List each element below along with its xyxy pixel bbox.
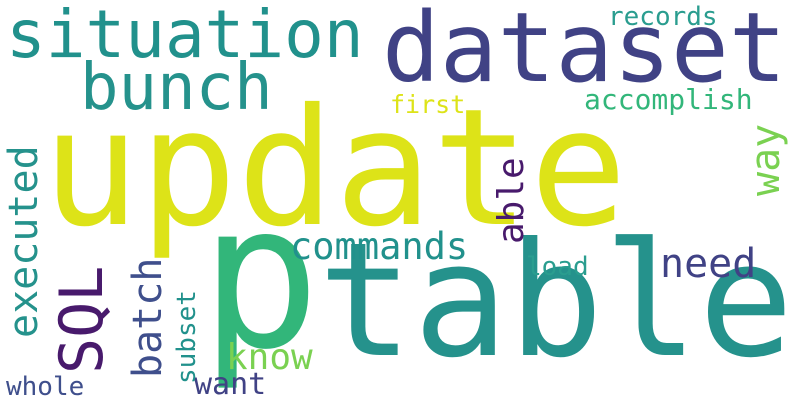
word-batch: batch <box>125 257 171 378</box>
word-commands: commands <box>290 225 469 268</box>
word-able: able <box>491 157 532 244</box>
word-p: p <box>200 161 321 394</box>
word-subset: subset <box>172 290 202 384</box>
word-bunch: bunch <box>80 51 273 125</box>
word-executed: executed <box>1 145 47 338</box>
word-update: update <box>42 75 628 263</box>
word-sql: SQL <box>47 265 117 374</box>
word-accomplish: accomplish <box>584 83 753 116</box>
word-records: records <box>608 2 718 32</box>
word-dataset: dataset <box>382 0 787 104</box>
word-whole: whole <box>6 372 85 400</box>
word-first: first <box>390 90 466 119</box>
word-know: know <box>226 337 313 378</box>
word-situation: situation <box>6 0 364 73</box>
word-need: need <box>660 241 757 287</box>
word-table: table <box>318 209 794 393</box>
word-load: load <box>526 252 589 282</box>
word-way: way <box>743 123 789 196</box>
word-want: want <box>194 367 267 400</box>
